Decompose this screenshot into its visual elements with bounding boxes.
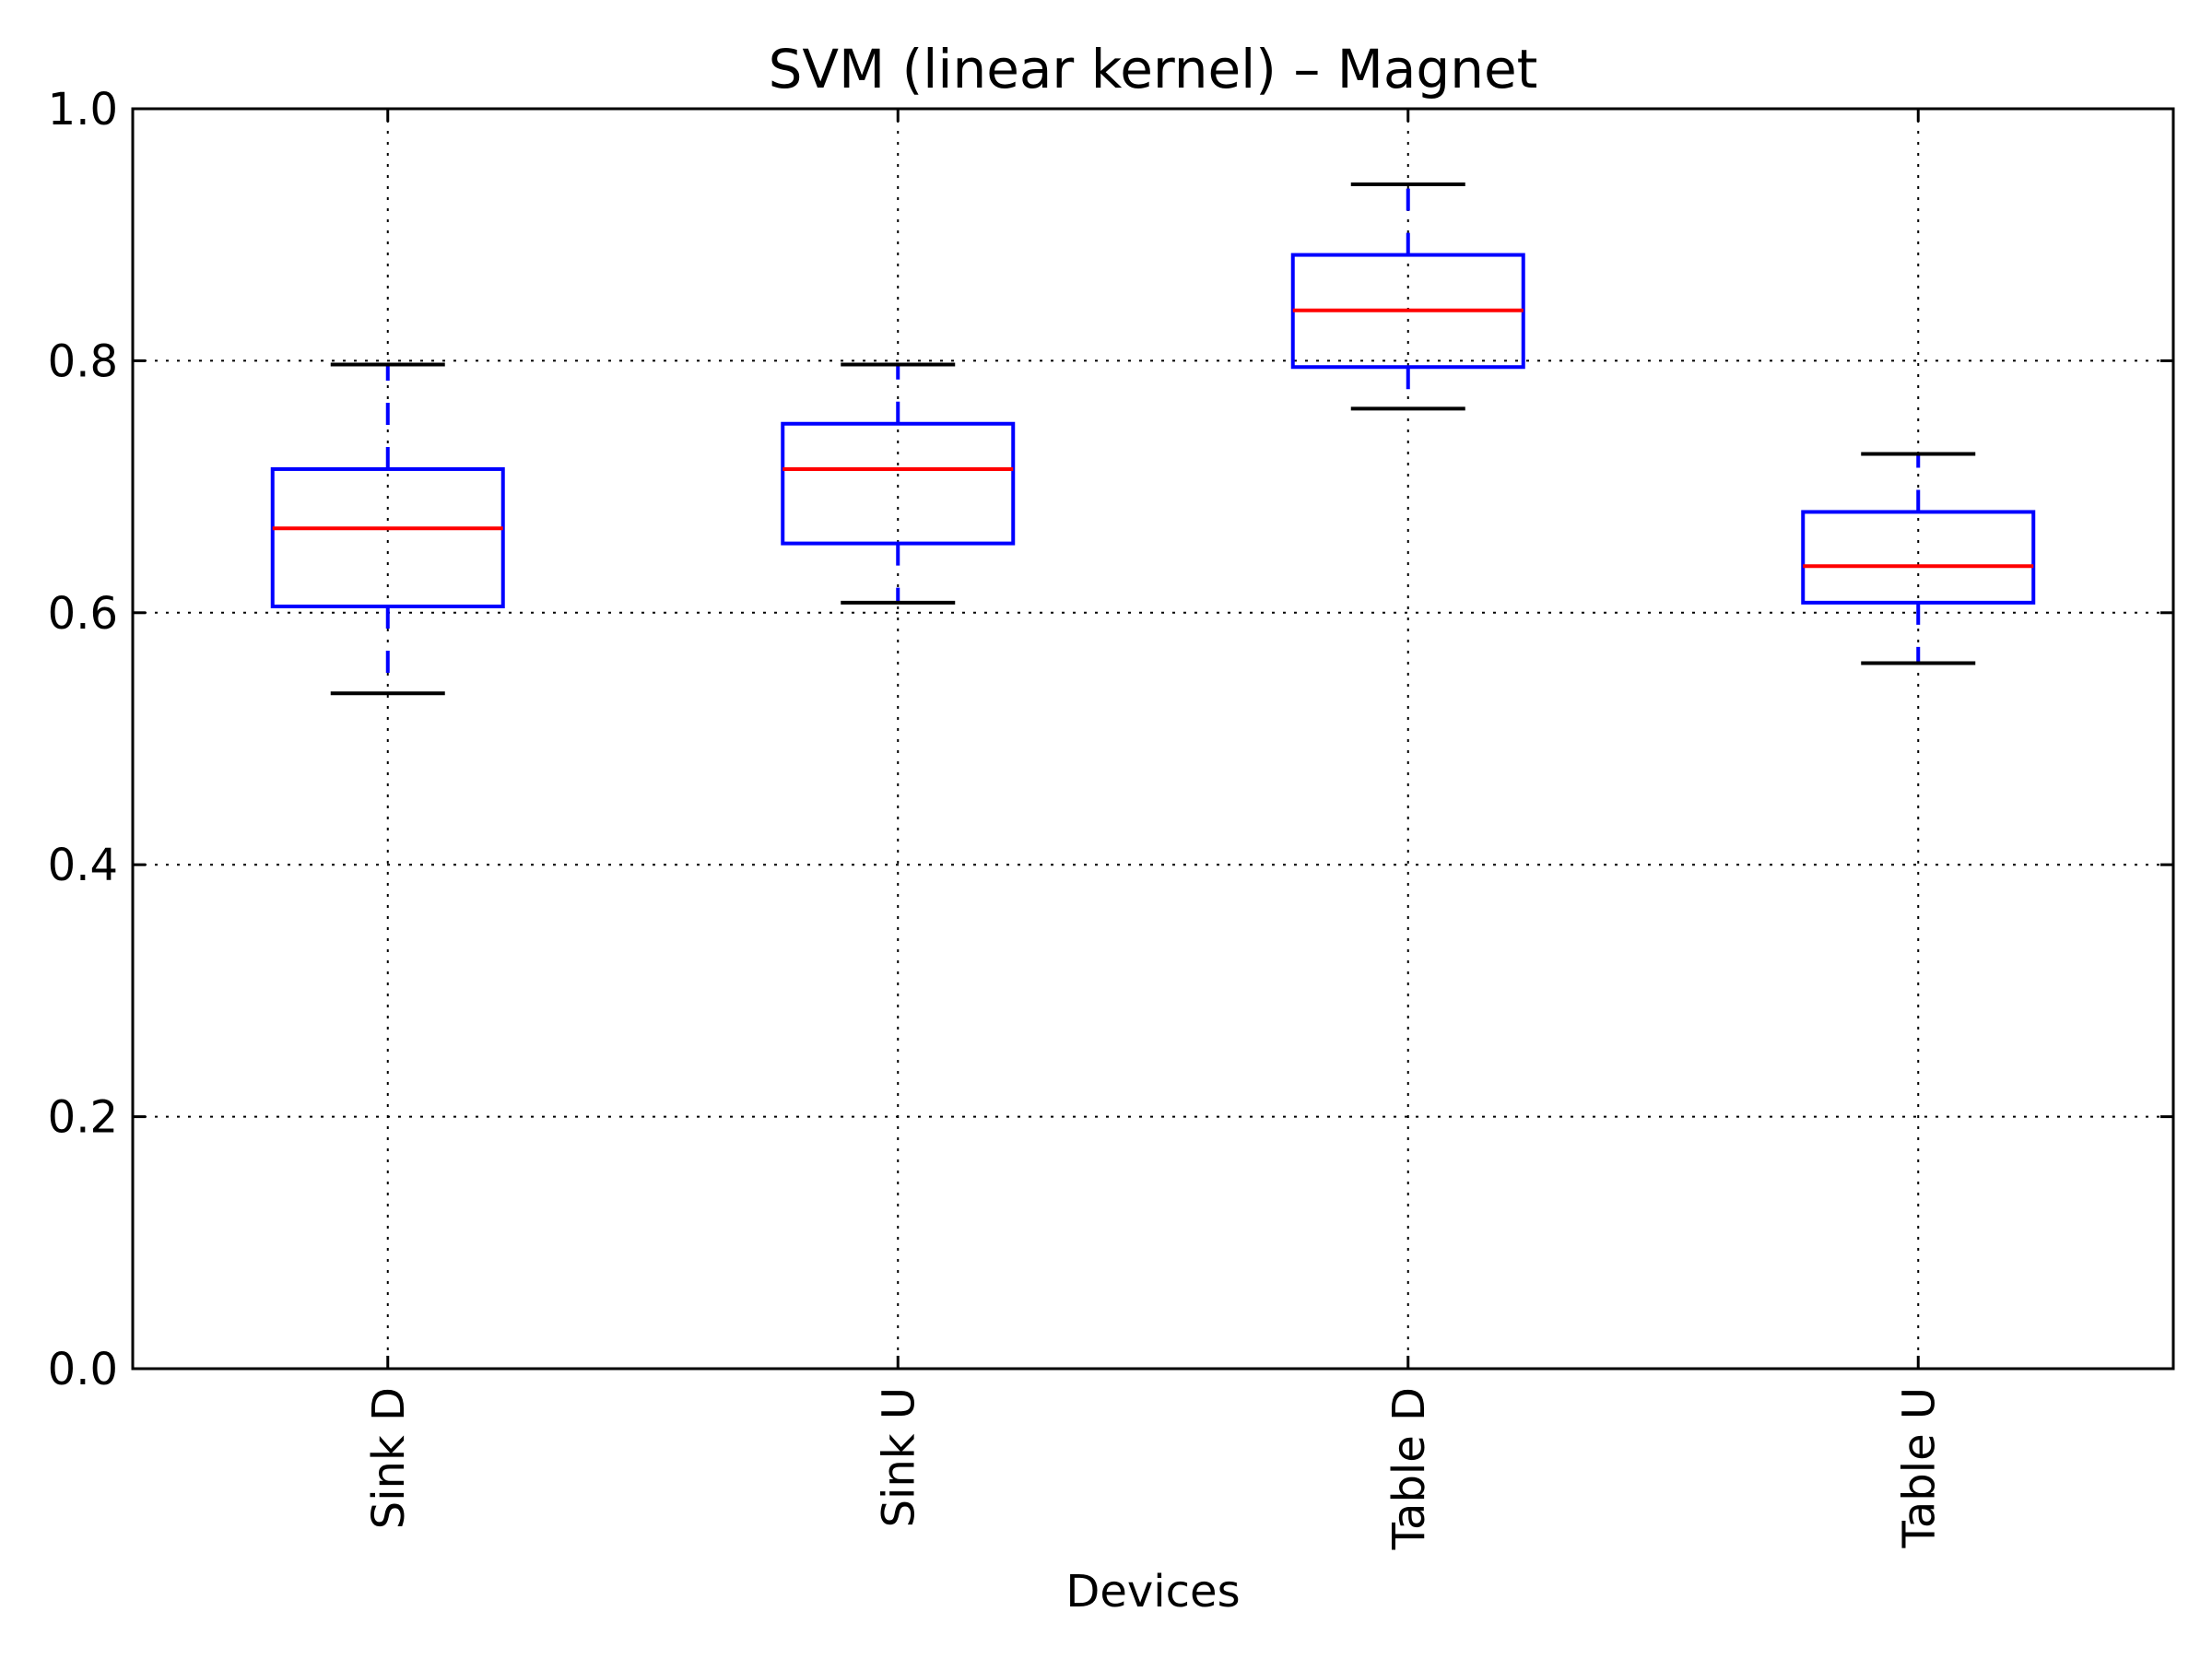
y-tick-label: 0.0 — [48, 1344, 118, 1395]
box-group — [1290, 182, 1525, 411]
x-tick-label: Sink D — [363, 1387, 415, 1529]
y-tick-label: 0.8 — [48, 335, 118, 387]
grid-lines — [133, 109, 2173, 1369]
box-iqr — [1801, 510, 2036, 605]
x-tick-label: Table D — [1383, 1387, 1435, 1550]
box-group — [270, 362, 505, 696]
x-axis-ticks: Sink D Sink U Table D Table U — [363, 109, 1945, 1550]
box-group — [1801, 452, 2036, 665]
box-group — [781, 362, 1016, 605]
y-tick-label: 0.4 — [48, 840, 118, 891]
box-iqr — [781, 421, 1016, 546]
chart-title: SVM (linear kernel) – Magnet — [769, 38, 1538, 100]
x-axis-label: Devices — [1065, 1566, 1240, 1618]
y-tick-label: 0.6 — [48, 588, 118, 640]
y-tick-label: 1.0 — [48, 84, 118, 135]
plot-frame — [131, 107, 2175, 1371]
y-axis-ticks: 0.0 0.2 0.4 0.6 0.8 1.0 — [48, 84, 2173, 1395]
y-tick-label: 0.2 — [48, 1092, 118, 1144]
x-tick-label: Table U — [1893, 1387, 1945, 1549]
box-iqr — [270, 466, 505, 608]
x-tick-label: Sink U — [873, 1387, 924, 1527]
box-series — [270, 182, 2036, 696]
